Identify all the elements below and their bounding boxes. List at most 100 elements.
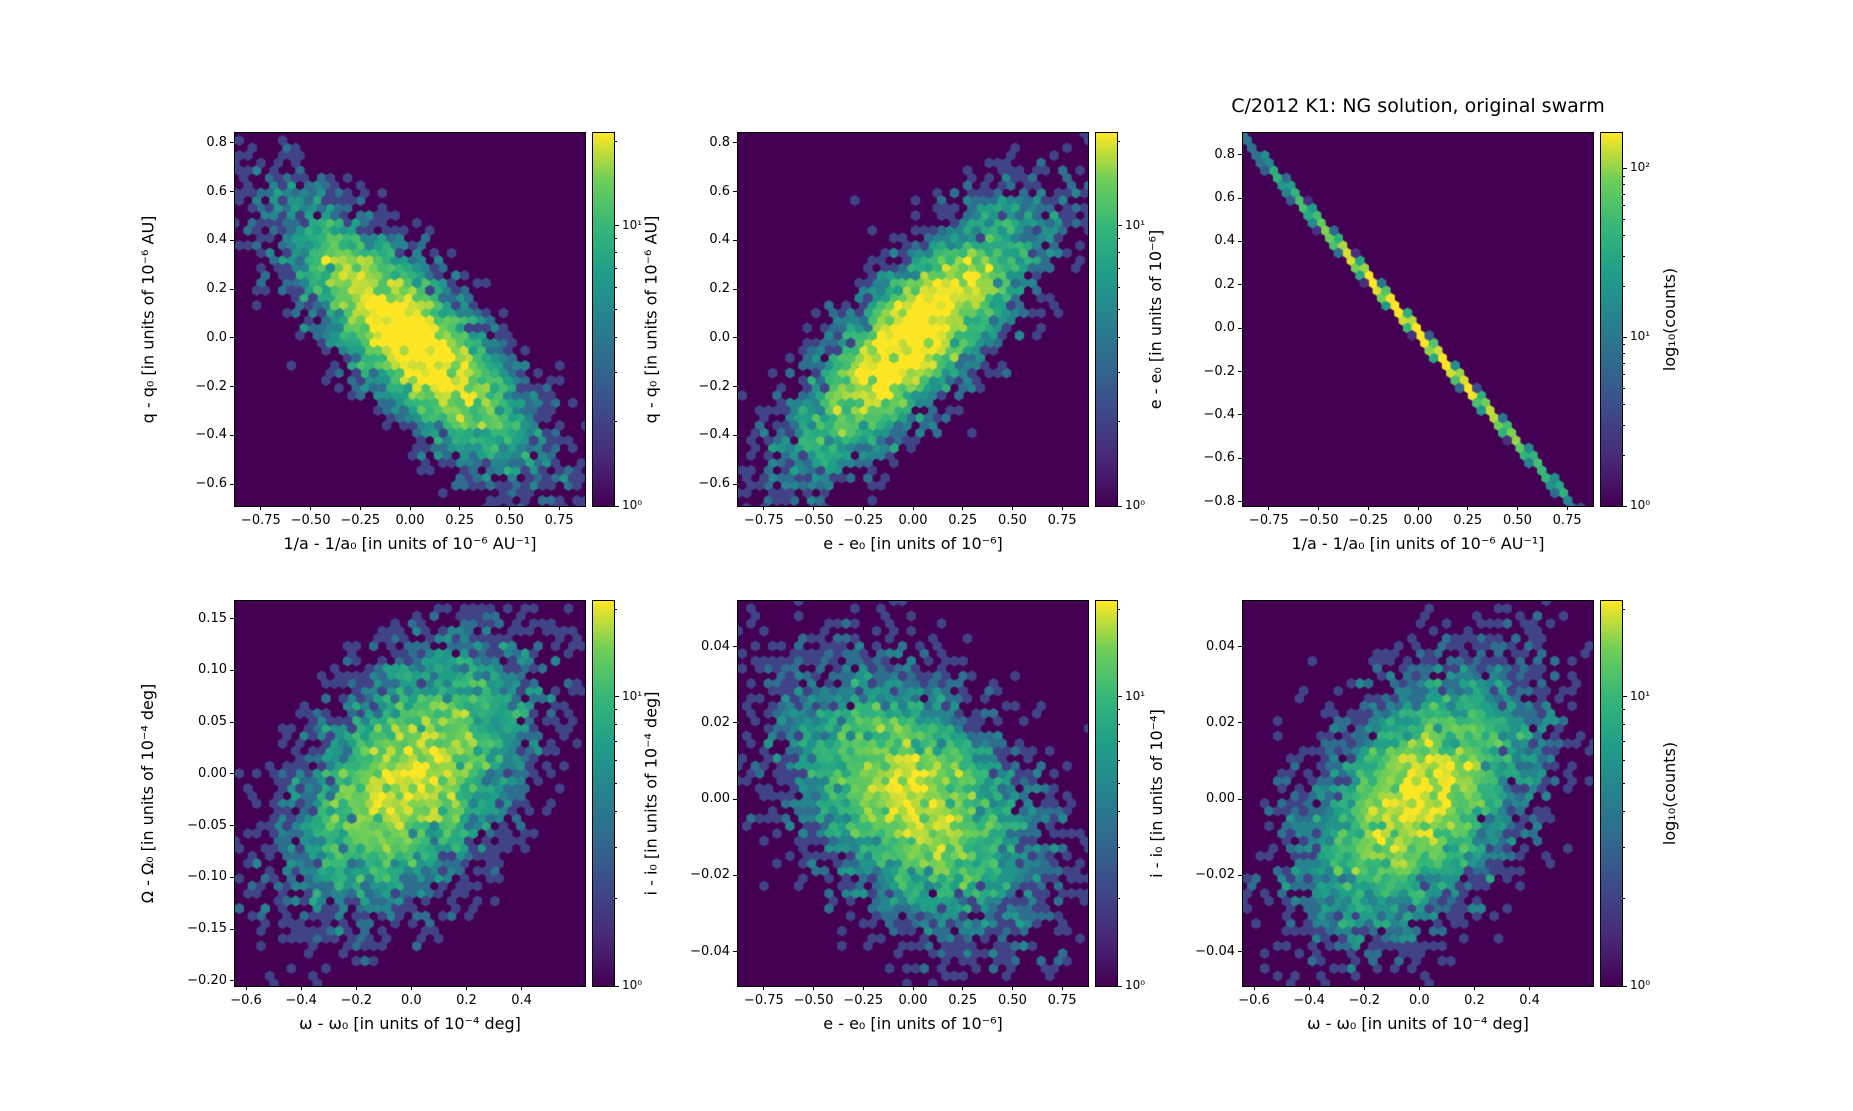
x-tick-label: 0.50 xyxy=(1502,513,1532,528)
y-tick-mark xyxy=(1238,284,1242,286)
x-tick-mark xyxy=(962,986,964,990)
x-tick-mark xyxy=(1061,986,1063,990)
y-tick-mark xyxy=(733,798,737,800)
x-tick-label: −0.50 xyxy=(1298,513,1339,528)
x-tick-mark xyxy=(1418,986,1420,990)
y-tick-mark xyxy=(230,618,234,620)
colorbar-minor-tick-mark xyxy=(1623,344,1625,346)
x-tick-label: 0.0 xyxy=(401,993,422,1008)
x-tick-label: 0.50 xyxy=(997,993,1027,1008)
y-tick-label: 0.15 xyxy=(198,610,227,626)
y-tick-label: 0.4 xyxy=(709,232,730,248)
y-tick-mark xyxy=(1238,874,1242,876)
colorbar-1 xyxy=(1095,132,1118,507)
y-tick-mark xyxy=(733,386,737,388)
y-tick-mark xyxy=(230,928,234,930)
x-tick-mark xyxy=(1367,506,1369,510)
colorbar-tick-label: 10⁰ xyxy=(1125,978,1146,992)
y-tick-mark xyxy=(1238,154,1242,156)
y-axis-label-5: i - i₀ [in units of 10⁻⁴] xyxy=(1144,601,1168,986)
colorbar-tick-mark xyxy=(1623,985,1627,987)
x-tick-label: −0.50 xyxy=(793,513,834,528)
y-tick-mark xyxy=(733,191,737,192)
x-tick-label: −0.25 xyxy=(843,513,884,528)
colorbar-5 xyxy=(1600,600,1623,987)
x-tick-label: 0.0 xyxy=(1409,993,1430,1008)
y-tick-label: −0.6 xyxy=(195,476,227,492)
x-tick-label: 0.4 xyxy=(1519,993,1540,1008)
colorbar-tick-label: 10¹ xyxy=(622,217,643,232)
y-tick-label: 0.2 xyxy=(1214,276,1235,292)
x-tick-mark xyxy=(1473,986,1475,990)
x-tick-mark xyxy=(1253,986,1255,990)
colorbar-minor-tick-mark xyxy=(615,760,617,762)
x-tick-label: −0.75 xyxy=(743,993,784,1008)
x-tick-mark xyxy=(1268,506,1270,510)
x-tick-mark xyxy=(410,986,412,990)
x-tick-label: 0.50 xyxy=(997,513,1027,528)
x-tick-label: −0.25 xyxy=(1348,513,1389,528)
x-tick-label: −0.6 xyxy=(1238,993,1270,1008)
colorbar-minor-tick-mark xyxy=(615,811,617,813)
x-tick-mark xyxy=(1363,986,1365,990)
y-tick-mark xyxy=(733,646,737,648)
y-tick-mark xyxy=(230,876,234,878)
x-tick-label: −0.50 xyxy=(290,513,331,528)
x-tick-label: 0.00 xyxy=(1403,513,1433,528)
x-tick-label: 0.75 xyxy=(1047,993,1077,1008)
y-axis-label-text: i - i₀ [in units of 10⁻⁴] xyxy=(1146,709,1166,878)
y-tick-label: 0.2 xyxy=(206,281,227,297)
colorbar-minor-tick-mark xyxy=(615,268,617,270)
colorbar-minor-tick-mark xyxy=(615,287,617,289)
y-tick-label: −0.04 xyxy=(690,943,730,959)
x-tick-label: 0.25 xyxy=(445,513,475,528)
colorbar-minor-tick-mark xyxy=(1623,847,1625,849)
colorbar-axis-label-text: log₁₀(counts) xyxy=(1660,741,1680,846)
colorbar-tick-mark xyxy=(1118,696,1122,698)
y-tick-mark xyxy=(1238,951,1242,953)
y-tick-mark xyxy=(1238,457,1242,459)
colorbar-4 xyxy=(1095,600,1118,987)
colorbar-minor-tick-mark xyxy=(615,371,617,373)
y-tick-mark xyxy=(733,874,737,876)
y-tick-label: 0.04 xyxy=(701,638,730,654)
x-tick-mark xyxy=(300,986,302,990)
y-tick-label: −0.05 xyxy=(187,817,227,833)
x-tick-label: −0.2 xyxy=(340,993,373,1008)
colorbar-minor-tick-mark xyxy=(615,237,617,239)
y-tick-label: −0.4 xyxy=(698,427,730,443)
x-tick-mark xyxy=(1516,506,1518,510)
x-tick-label: −0.25 xyxy=(340,513,381,528)
colorbar-tick-mark xyxy=(615,696,619,698)
x-tick-mark xyxy=(409,506,411,510)
y-tick-mark xyxy=(733,483,737,485)
x-tick-mark xyxy=(310,506,312,510)
colorbar-minor-tick-mark xyxy=(1118,252,1120,254)
y-axis-label-4: i - i₀ [in units of 10⁻⁴ deg] xyxy=(639,601,663,986)
colorbar-3 xyxy=(592,600,615,987)
colorbar-minor-tick-mark xyxy=(1118,740,1120,742)
colorbar-minor-tick-mark xyxy=(615,740,617,742)
colorbar-minor-tick-mark xyxy=(1118,709,1120,711)
y-tick-label: −0.15 xyxy=(187,921,227,937)
colorbar-minor-tick-mark xyxy=(1623,454,1625,456)
y-tick-label: 0.02 xyxy=(1206,714,1235,730)
colorbar-minor-tick-mark xyxy=(615,724,617,726)
colorbar-tick-label: 10⁰ xyxy=(1630,978,1651,992)
y-tick-mark xyxy=(733,951,737,953)
colorbar-minor-tick-mark xyxy=(615,898,617,900)
y-tick-mark xyxy=(230,386,234,388)
colorbar-minor-tick-mark xyxy=(1623,256,1625,258)
colorbar-minor-tick-mark xyxy=(1623,205,1625,207)
colorbar-minor-tick-mark xyxy=(1118,268,1120,270)
colorbar-minor-tick-mark xyxy=(615,783,617,785)
colorbar-minor-tick-mark xyxy=(1118,287,1120,289)
x-tick-mark xyxy=(912,986,914,990)
y-axis-label-text: q - q₀ [in units of 10⁻⁶ AU] xyxy=(641,215,661,424)
colorbar-axis-label-5: log₁₀(counts) xyxy=(1658,601,1682,986)
colorbar-tick-label: 10² xyxy=(1630,160,1651,175)
x-tick-mark xyxy=(1467,506,1469,510)
colorbar-tick-mark xyxy=(1118,225,1122,227)
x-tick-label: −0.4 xyxy=(1293,993,1325,1008)
y-tick-label: −0.4 xyxy=(1203,406,1235,422)
